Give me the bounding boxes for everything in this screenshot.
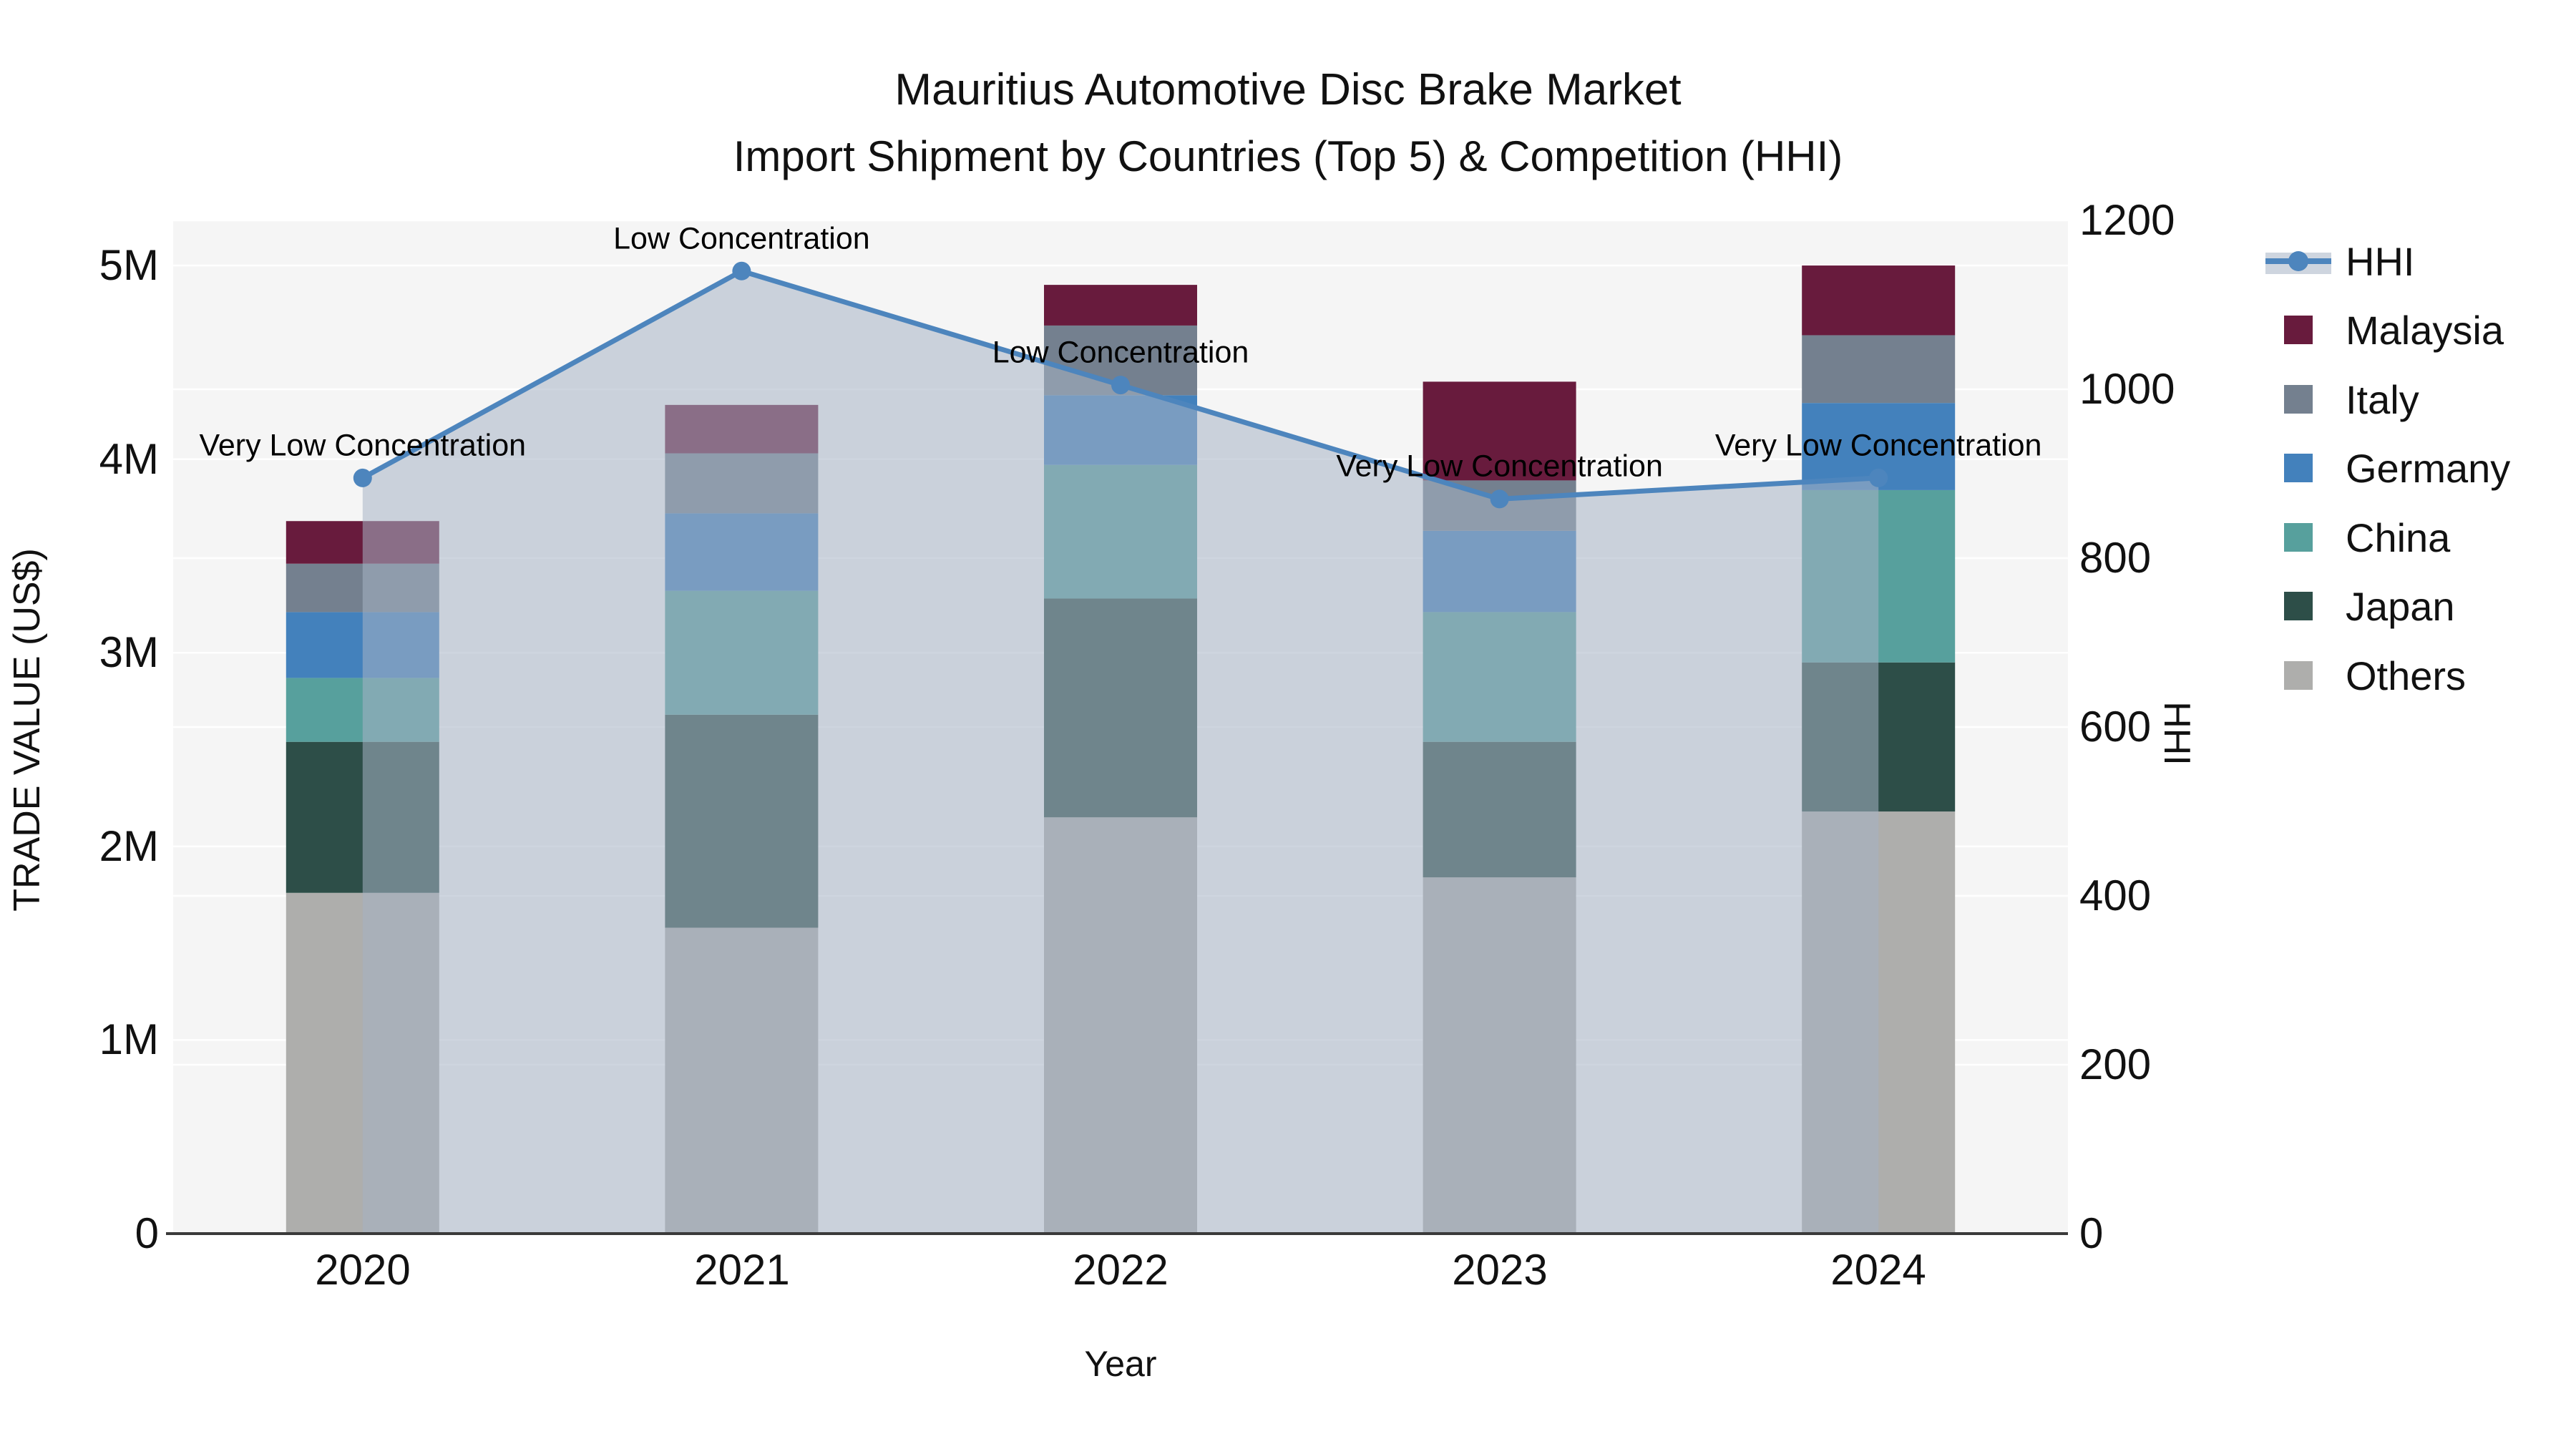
bar-segment-malaysia-2024 [1802, 265, 1956, 336]
germany-swatch [2284, 454, 2313, 482]
legend-item-others: Others [2261, 641, 2569, 710]
hhi-marker-2024 [1869, 468, 1888, 487]
annotation-2022: Low Concentration [992, 335, 1249, 370]
legend-label-italy: Italy [2346, 376, 2419, 422]
chart-title-line1: Mauritius Automotive Disc Brake Market [894, 65, 1682, 114]
legend-item-malaysia: Malaysia [2261, 296, 2569, 364]
legend-item-italy: Italy [2261, 365, 2569, 434]
italy-swatch [2284, 385, 2313, 414]
annotation-2024: Very Low Concentration [1714, 428, 2042, 463]
china-swatch [2284, 523, 2313, 552]
x-tick-2021: 2021 [694, 1246, 790, 1294]
legend-label-malaysia: Malaysia [2346, 307, 2504, 353]
swatch-holder [2261, 641, 2336, 710]
others-swatch [2284, 661, 2313, 690]
bar-segment-italy-2024 [1802, 335, 1956, 404]
swatch-holder [2261, 296, 2336, 364]
y-axis-left-label: TRADE VALUE (US$) [6, 548, 48, 912]
hhi-marker-2023 [1490, 489, 1509, 509]
chart-title-line2: Import Shipment by Countries (Top 5) & C… [733, 132, 1843, 180]
hhi-line-swatch [2261, 227, 2336, 296]
y-right-tick-800: 800 [2079, 534, 2152, 582]
swatch-holder [2261, 572, 2336, 640]
legend-label-others: Others [2346, 653, 2467, 698]
hhi-marker-sample [2288, 251, 2308, 271]
y-left-tick-2M: 2M [99, 822, 159, 870]
bar-segment-malaysia-2022 [1044, 285, 1197, 326]
annotation-2020: Very Low Concentration [199, 428, 527, 463]
hhi-marker-2020 [353, 468, 372, 487]
y-right-tick-1200: 1200 [2079, 196, 2175, 244]
legend-item-germany: Germany [2261, 434, 2569, 502]
y-right-tick-200: 200 [2079, 1040, 2152, 1088]
annotation-2021: Low Concentration [613, 221, 870, 256]
y-right-tick-1000: 1000 [2079, 365, 2175, 413]
legend-label-japan: Japan [2346, 583, 2455, 629]
legend-item-japan: Japan [2261, 572, 2569, 640]
annotation-2023: Very Low Concentration [1336, 449, 1663, 484]
swatch-holder [2261, 434, 2336, 502]
y-left-tick-5M: 5M [99, 241, 159, 289]
swatch-holder [2261, 365, 2336, 434]
y-left-tick-0: 0 [135, 1209, 159, 1257]
legend-item-china: China [2261, 503, 2569, 572]
y-left-tick-3M: 3M [99, 628, 159, 676]
x-tick-2024: 2024 [1830, 1246, 1926, 1294]
malaysia-swatch [2284, 316, 2313, 344]
hhi-marker-2022 [1111, 376, 1130, 395]
x-tick-2022: 2022 [1073, 1246, 1169, 1294]
y-right-tick-400: 400 [2079, 872, 2152, 919]
legend-label-germany: Germany [2346, 445, 2511, 491]
y-right-tick-600: 600 [2079, 703, 2152, 751]
legend-item-hhi: HHI [2261, 227, 2569, 296]
hhi-marker-2021 [732, 261, 751, 280]
japan-swatch [2284, 592, 2313, 620]
x-axis-label: Year [1084, 1344, 1157, 1384]
y-axis-right-label: HHI [2156, 701, 2197, 766]
legend-label-china: China [2346, 514, 2451, 560]
hhi-area [362, 270, 1879, 1234]
bar-segment-malaysia-2023 [1423, 381, 1576, 481]
x-tick-2020: 2020 [315, 1246, 411, 1294]
swatch-holder [2261, 503, 2336, 572]
y-left-tick-1M: 1M [99, 1015, 159, 1063]
legend-label-hhi: HHI [2346, 238, 2415, 284]
y-left-tick-4M: 4M [99, 435, 159, 483]
y-right-tick-0: 0 [2079, 1209, 2104, 1257]
x-tick-2023: 2023 [1452, 1246, 1548, 1294]
